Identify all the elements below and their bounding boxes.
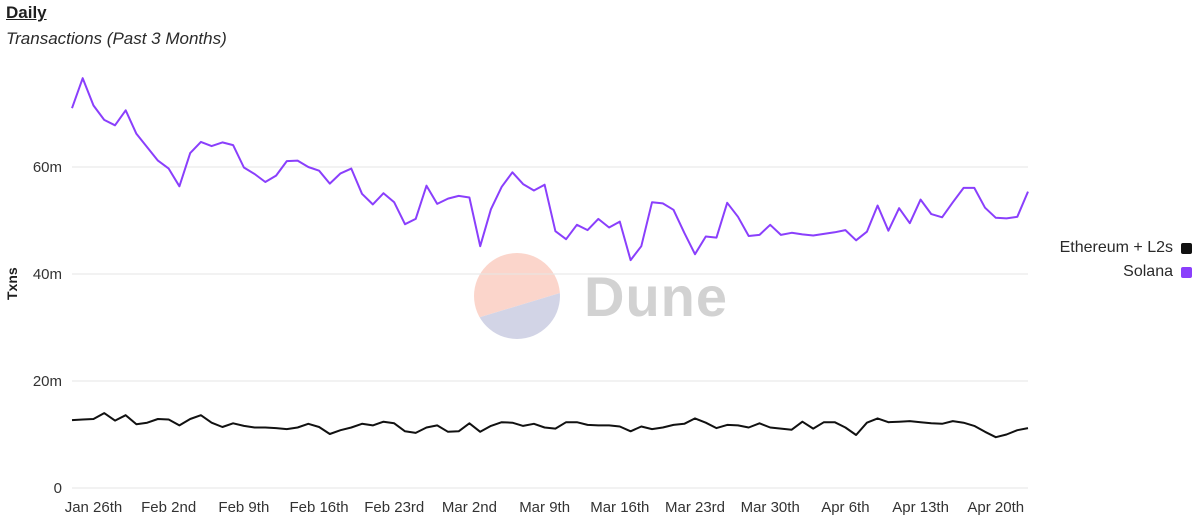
grid-lines: [72, 166, 1028, 489]
x-tick-label: Feb 23rd: [364, 499, 424, 516]
x-tick-label: Mar 9th: [519, 499, 570, 516]
chart-subtitle: Transactions (Past 3 Months): [6, 29, 227, 48]
x-tick-label: Apr 6th: [821, 499, 869, 516]
legend-item-ethereum[interactable]: Ethereum + L2s: [1060, 236, 1192, 260]
legend-label-ethereum: Ethereum + L2s: [1059, 239, 1173, 256]
x-tick-label: Feb 16th: [289, 499, 348, 516]
x-tick-label: Jan 26th: [65, 499, 123, 516]
x-tick-label: Mar 23rd: [665, 499, 725, 516]
legend: Ethereum + L2s Solana: [1060, 236, 1192, 284]
legend-swatch-ethereum: [1181, 242, 1192, 254]
x-tick-label: Mar 30th: [741, 499, 800, 516]
legend-swatch-solana: [1181, 266, 1192, 278]
y-axis-label: Txns: [4, 267, 20, 300]
legend-label-solana: Solana: [1123, 263, 1173, 280]
x-tick-label: Apr 20th: [967, 499, 1024, 516]
x-tick-label: Mar 16th: [590, 499, 649, 516]
chart-title: Daily: [6, 3, 47, 22]
y-axis-ticks: 0 20m 40m 60m: [33, 159, 62, 497]
y-tick-label: 0: [54, 480, 62, 497]
series-lines: [71, 77, 1029, 439]
y-tick-label: 60m: [33, 159, 62, 176]
series-line-solana: [71, 77, 1029, 262]
dune-watermark: Dune: [474, 253, 728, 339]
x-tick-label: Feb 9th: [218, 499, 269, 516]
series-line-ethereum: [71, 412, 1029, 439]
x-tick-label: Mar 2nd: [442, 499, 497, 516]
watermark-text: Dune: [584, 264, 728, 328]
x-tick-label: Feb 2nd: [141, 499, 196, 516]
y-tick-label: 40m: [33, 266, 62, 283]
x-axis-ticks: Jan 26th Feb 2nd Feb 9th Feb 16th Feb 23rd Ma…: [65, 499, 1024, 516]
legend-item-solana[interactable]: Solana: [1060, 260, 1192, 284]
dune-logo-icon: [474, 253, 560, 339]
x-tick-label: Apr 13th: [892, 499, 949, 516]
y-tick-label: 20m: [33, 373, 62, 390]
